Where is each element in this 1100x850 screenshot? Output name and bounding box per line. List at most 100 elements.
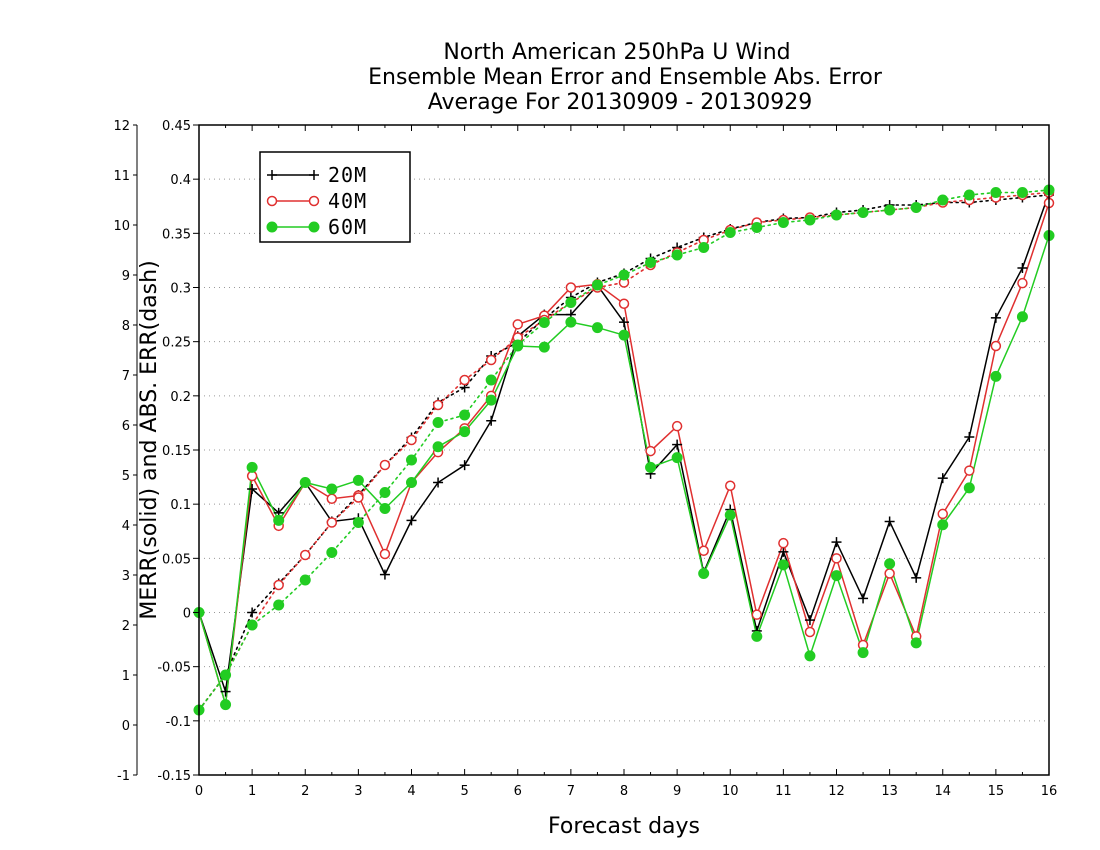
abs-err-point-40M <box>485 354 497 366</box>
y-right-tick-label: 1 <box>122 669 130 684</box>
abs-err-point-60M <box>698 242 710 253</box>
abs-err-point-60M <box>379 487 391 498</box>
x-tick-label: 7 <box>567 784 575 799</box>
merr-point-20M <box>433 477 444 488</box>
merr-point-20M <box>672 439 683 450</box>
legend-marker-left <box>266 221 278 233</box>
y-left-tick-label: 0.3 <box>170 282 191 297</box>
x-tick-label: 10 <box>722 784 739 799</box>
y-left-tick-label: 0.15 <box>162 444 191 459</box>
abs-err-point-40M <box>300 549 311 561</box>
merr-point-20M <box>220 686 231 697</box>
y-left-tick-label: 0.2 <box>170 390 191 405</box>
merr-point-60M <box>591 322 603 334</box>
merr-point-60M <box>884 558 896 570</box>
merr-point-60M <box>671 452 683 464</box>
abs-err-point-60M <box>963 189 975 201</box>
merr-point-40M <box>725 480 736 491</box>
merr-point-60M <box>299 477 311 488</box>
abs-err-point-60M <box>857 207 869 218</box>
merr-point-60M <box>220 699 232 711</box>
x-tick-label: 6 <box>514 784 522 799</box>
y-right-tick-label: 11 <box>113 169 130 184</box>
abs-err-point-60M <box>831 209 842 221</box>
merr-point-20M <box>990 312 1001 323</box>
x-axis-label: Forecast days <box>548 814 700 839</box>
chart-title: North American 250hPa U Wind Ensemble Me… <box>368 40 883 115</box>
merr-point-40M <box>645 445 656 457</box>
merr-point-20M <box>858 593 869 604</box>
legend-marker-right <box>308 221 320 233</box>
abs-err-point-60M <box>538 317 550 328</box>
merr-point-40M <box>512 319 523 330</box>
merr-point-60M <box>963 482 975 494</box>
merr-point-20M <box>619 317 629 328</box>
x-tick-label: 0 <box>195 784 203 799</box>
abs-err-point-60M <box>273 599 285 611</box>
abs-err-point-40M <box>432 399 444 411</box>
y-right-tick-label: 3 <box>122 569 130 584</box>
merr-point-60M <box>777 559 789 571</box>
merr-point-40M <box>937 508 948 520</box>
abs-err-point-60M <box>724 227 736 238</box>
y-right-tick-label: 9 <box>122 269 130 284</box>
y-left-tick-label: 0.1 <box>170 498 191 513</box>
abs-err-point-60M <box>406 454 417 466</box>
abs-err-point-60M <box>937 194 949 206</box>
series-markers <box>193 184 1055 716</box>
merr-point-40M <box>778 537 789 549</box>
abs-err-point-20M <box>247 607 258 618</box>
abs-err-point-40M <box>459 374 470 386</box>
merr-point-40M <box>698 545 709 556</box>
abs-err-point-40M <box>326 517 338 528</box>
y-right-tick-label: 7 <box>122 369 130 384</box>
x-tick-label: 13 <box>881 784 898 799</box>
merr-point-60M <box>618 329 630 341</box>
merr-point-60M <box>432 441 444 453</box>
merr-point-60M <box>459 426 471 438</box>
title-line-1: North American 250hPa U Wind <box>443 40 790 65</box>
legend-marker-left <box>266 195 278 207</box>
merr-point-20M <box>247 484 258 494</box>
y-left-tick-label: 0.25 <box>162 336 191 351</box>
merr-point-20M <box>831 537 842 548</box>
merr-point-40M <box>246 470 258 482</box>
legend-item-20M: 20M <box>267 163 366 187</box>
abs-err-point-40M <box>273 579 284 591</box>
merr-point-40M <box>565 282 577 293</box>
abs-err-point-60M <box>512 339 524 351</box>
merr-point-40M <box>831 553 842 564</box>
merr-point-20M <box>459 460 470 471</box>
x-tick-label: 12 <box>828 784 845 799</box>
merr-point-60M <box>352 474 364 486</box>
y-axis-label: MERR(solid) and ABS. ERR(dash) <box>137 260 162 619</box>
abs-err-point-60M <box>485 374 497 386</box>
merr-point-60M <box>565 316 577 328</box>
legend-item-60M: 60M <box>266 215 366 239</box>
merr-point-40M <box>884 568 895 579</box>
merr-point-60M <box>645 461 657 473</box>
merr-point-20M <box>911 572 922 583</box>
merr-point-60M <box>1016 311 1028 323</box>
y-right-tick-label: -1 <box>117 769 130 784</box>
merr-point-60M <box>326 483 338 495</box>
abs-err-point-60M <box>751 222 763 233</box>
merr-point-40M <box>990 340 1002 352</box>
merr-point-60M <box>698 568 710 579</box>
abs-err-point-60M <box>459 409 471 421</box>
x-tick-label: 9 <box>673 784 681 799</box>
abs-err-point-60M <box>645 257 657 268</box>
merr-point-60M <box>831 570 842 582</box>
merr-point-20M <box>964 432 975 442</box>
merr-point-60M <box>246 461 258 473</box>
legend-label: 40M <box>328 189 367 213</box>
abs-err-point-60M <box>246 619 258 631</box>
x-tick-label: 5 <box>460 784 468 799</box>
y-right-tick-label: 5 <box>122 469 130 484</box>
abs-err-point-60M <box>618 269 630 281</box>
y-left-tick-label: -0.05 <box>157 661 191 676</box>
abs-err-point-60M <box>777 217 789 228</box>
y-left-tick-label: -0.1 <box>166 715 191 730</box>
